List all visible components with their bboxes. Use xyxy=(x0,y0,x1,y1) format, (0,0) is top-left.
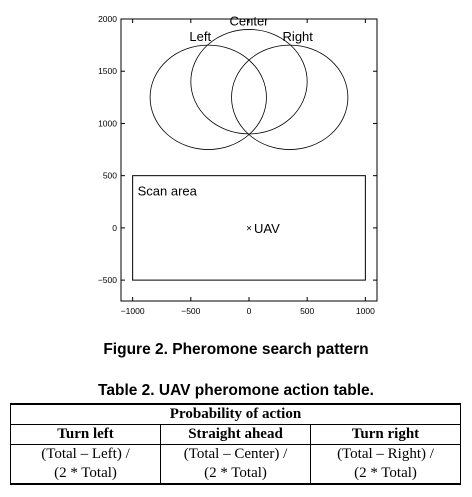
action-table: Probability of action Turn left Straight… xyxy=(10,403,461,485)
table-cell: (Total – Right) / xyxy=(311,445,461,465)
x-tick-label: 0 xyxy=(247,306,252,316)
x-tick-label: 1000 xyxy=(356,306,375,316)
y-tick-label: 1500 xyxy=(98,66,117,76)
scan-area-label: Scan area xyxy=(138,184,198,199)
y-tick-label: 0 xyxy=(112,223,117,233)
x-tick-label: −1000 xyxy=(121,306,145,316)
shape-layer: Left Center Right Scan area × UAV xyxy=(133,13,366,280)
y-tick-label: 2000 xyxy=(98,14,117,24)
column-header: Turn left xyxy=(11,425,161,445)
table-row: (Total – Left) / (Total – Center) / (Tot… xyxy=(11,445,461,465)
column-header: Turn right xyxy=(311,425,461,445)
uav-label: UAV xyxy=(254,221,280,236)
axis-layer: −1000 −500 0 500 1000 −500 0 500 1000 1500 2000 xyxy=(98,14,377,316)
table-cell: (Total – Center) / xyxy=(161,445,311,465)
uav-marker: × xyxy=(246,223,252,234)
x-tick-label: −500 xyxy=(181,306,200,316)
figure-caption: Figure 2. Pheromone search pattern xyxy=(0,341,472,359)
column-header: Straight ahead xyxy=(161,425,311,445)
table-caption: Table 2. UAV pheromone action table. xyxy=(0,382,472,400)
y-tick-label: 500 xyxy=(103,171,117,181)
search-pattern-plot: −1000 −500 0 500 1000 −500 0 500 1000 1500 2000 Le… xyxy=(0,0,472,330)
table-cell: (2 * Total) xyxy=(161,464,311,484)
circle-label: Center xyxy=(229,13,269,28)
x-tick-label: 500 xyxy=(300,306,314,316)
table-group-header-row: Probability of action xyxy=(11,404,461,425)
table-cell: (2 * Total) xyxy=(311,464,461,484)
circle-label: Right xyxy=(283,29,314,44)
y-tick-label: −500 xyxy=(98,275,117,285)
table-cell: (Total – Left) / xyxy=(11,445,161,465)
plot-frame xyxy=(121,19,377,301)
table-header-row: Turn left Straight ahead Turn right xyxy=(11,425,461,445)
table-group-header: Probability of action xyxy=(11,404,461,425)
table-cell: (2 * Total) xyxy=(11,464,161,484)
y-tick-label: 1000 xyxy=(98,118,117,128)
circle-label: Left xyxy=(189,29,211,44)
table-row: (2 * Total) (2 * Total) (2 * Total) xyxy=(11,464,461,484)
